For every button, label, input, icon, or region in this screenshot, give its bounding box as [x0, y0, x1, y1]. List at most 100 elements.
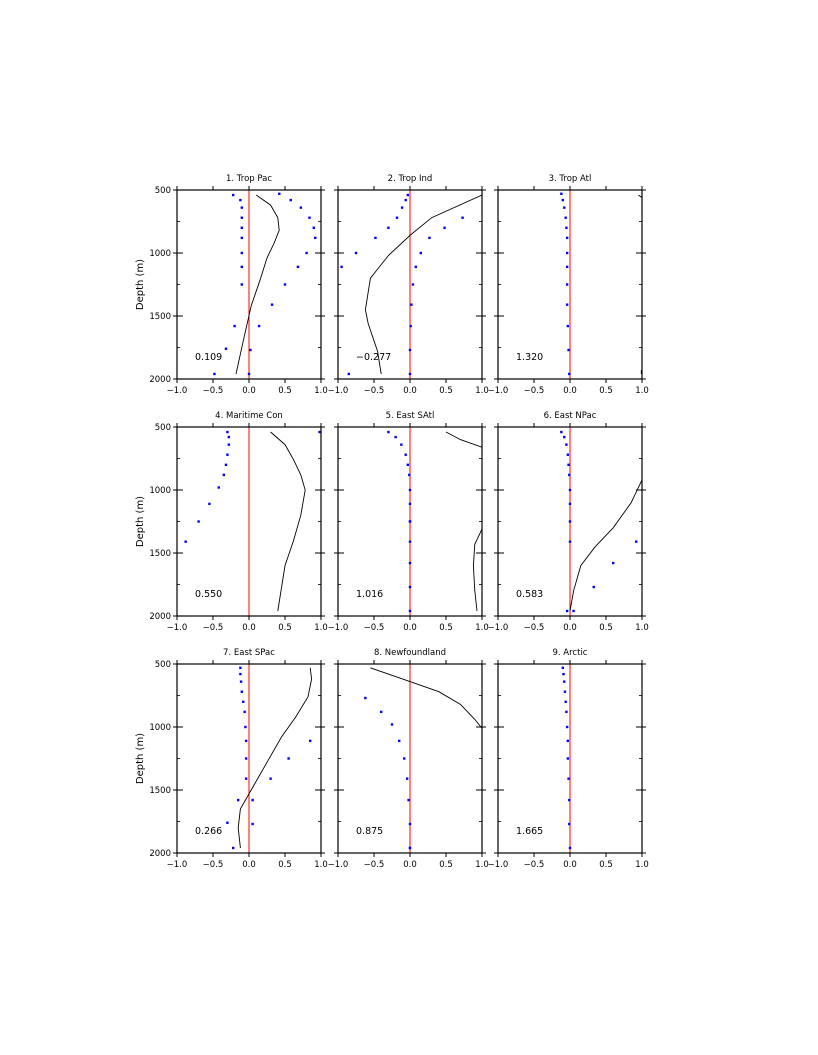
data-point [400, 443, 403, 446]
data-point [564, 700, 567, 703]
panel-value: 0.550 [195, 589, 222, 600]
data-point [395, 216, 399, 219]
data-point [387, 226, 390, 229]
panel-3: 3. Trop Atl −1.0 −0.5 0.0 0.5 1.0 1.320 [488, 174, 649, 396]
data-point [240, 283, 243, 286]
data-point [226, 430, 229, 434]
x-tick-label: 0.5 [599, 860, 613, 870]
y-axis-label: Depth (m) [135, 496, 146, 547]
data-point [566, 757, 570, 760]
data-point [208, 502, 211, 506]
x-tick-label: 1.0 [475, 386, 489, 396]
x-tick-label: −0.5 [203, 623, 224, 633]
data-point [567, 777, 570, 780]
panel-value: 1.320 [516, 352, 543, 363]
x-tick-label: −0.5 [524, 386, 545, 396]
y-tick-label: 2000 [149, 375, 171, 385]
x-tick-label: 1.0 [635, 623, 649, 633]
panel-title: 9. Arctic [553, 648, 588, 658]
profile-line [270, 431, 306, 612]
data-point [612, 561, 615, 565]
panel-2: 2. Trop Ind −1.0 −0.5 0.0 0.5 1.0 −0.277 [328, 174, 489, 396]
profile-line-segment [472, 528, 482, 612]
profile-line [235, 194, 280, 375]
data-point [269, 777, 272, 780]
data-point [387, 430, 390, 434]
x-tick-label: −1.0 [488, 386, 509, 396]
y-tick-label: 1000 [149, 723, 171, 733]
data-point [408, 561, 412, 565]
panel-title: 7. East SPac [223, 648, 275, 658]
panel-8: 8. Newfoundland −1.0 −0.5 0.0 0.5 1.0 0.875 [328, 648, 489, 870]
data-point [461, 216, 464, 219]
data-point [249, 348, 252, 352]
data-point [568, 846, 572, 850]
data-point [408, 822, 412, 826]
data-point [407, 798, 410, 802]
profile-line [569, 479, 642, 612]
x-tick-label: 0.5 [439, 386, 453, 396]
x-tick-label: −0.5 [203, 860, 224, 870]
panel-1: 1. Trop Pac 500 1000 1500 2000−1.0 −0.5 0.0 0.5… [149, 174, 327, 396]
y-tick-label: 500 [155, 423, 171, 433]
data-point [409, 324, 412, 328]
x-tick-label: 0.5 [278, 623, 292, 633]
x-tick-label: −1.0 [328, 386, 349, 396]
panel-4: 4. Maritime Con 500 1000 1500 2000−1.0 −0.5 0.… [149, 411, 327, 633]
data-point [217, 486, 220, 489]
data-point [565, 303, 569, 306]
data-point [566, 453, 570, 456]
data-point [565, 443, 568, 446]
x-tick-label: −0.5 [364, 860, 385, 870]
data-point [563, 690, 567, 693]
y-tick-label: 2000 [149, 612, 171, 622]
data-point [226, 453, 229, 456]
x-tick-label: 1.0 [475, 623, 489, 633]
panel-value: 1.665 [516, 826, 543, 837]
profile-group [235, 194, 280, 375]
panel-title: 4. Maritime Con [215, 411, 283, 421]
data-point [561, 198, 564, 202]
data-point [239, 198, 242, 202]
panel-value: 0.109 [195, 352, 222, 363]
x-tick-label: 1.0 [314, 386, 328, 396]
data-point [347, 372, 350, 376]
panel-title: 3. Trop Atl [549, 174, 592, 184]
data-point [308, 216, 311, 219]
x-tick-label: 0.5 [278, 860, 292, 870]
data-point [565, 251, 569, 255]
panel-title: 2. Trop Ind [388, 174, 433, 184]
data-point [565, 226, 568, 229]
data-point [565, 265, 569, 269]
data-point [405, 777, 409, 780]
data-point [222, 473, 225, 477]
data-point [309, 739, 312, 743]
data-point [563, 206, 566, 209]
x-tick-label: 1.0 [314, 860, 328, 870]
data-point [563, 680, 566, 683]
data-point [380, 710, 383, 714]
x-tick-label: 0.5 [599, 623, 613, 633]
x-tick-label: −1.0 [488, 623, 509, 633]
data-point [562, 672, 565, 676]
x-tick-label: 0.0 [563, 623, 577, 633]
data-point [233, 324, 236, 328]
data-point [408, 502, 412, 506]
profile-group [569, 479, 642, 612]
data-point [251, 822, 254, 826]
panel-title: 1. Trop Pac [226, 174, 272, 184]
panel-title: 6. East NPac [544, 411, 597, 421]
y-axis-label: Depth (m) [135, 733, 146, 784]
data-point [566, 739, 570, 743]
data-point [560, 430, 563, 434]
panel-9: 9. Arctic −1.0 −0.5 0.0 0.5 1.0 1.665 [488, 648, 649, 870]
data-point [568, 502, 572, 506]
data-point [197, 520, 200, 523]
profile-group [445, 431, 482, 612]
data-point [227, 435, 231, 439]
x-tick-label: 0.0 [242, 623, 256, 633]
data-point [565, 283, 569, 286]
data-point [565, 710, 568, 714]
data-point [296, 265, 300, 269]
